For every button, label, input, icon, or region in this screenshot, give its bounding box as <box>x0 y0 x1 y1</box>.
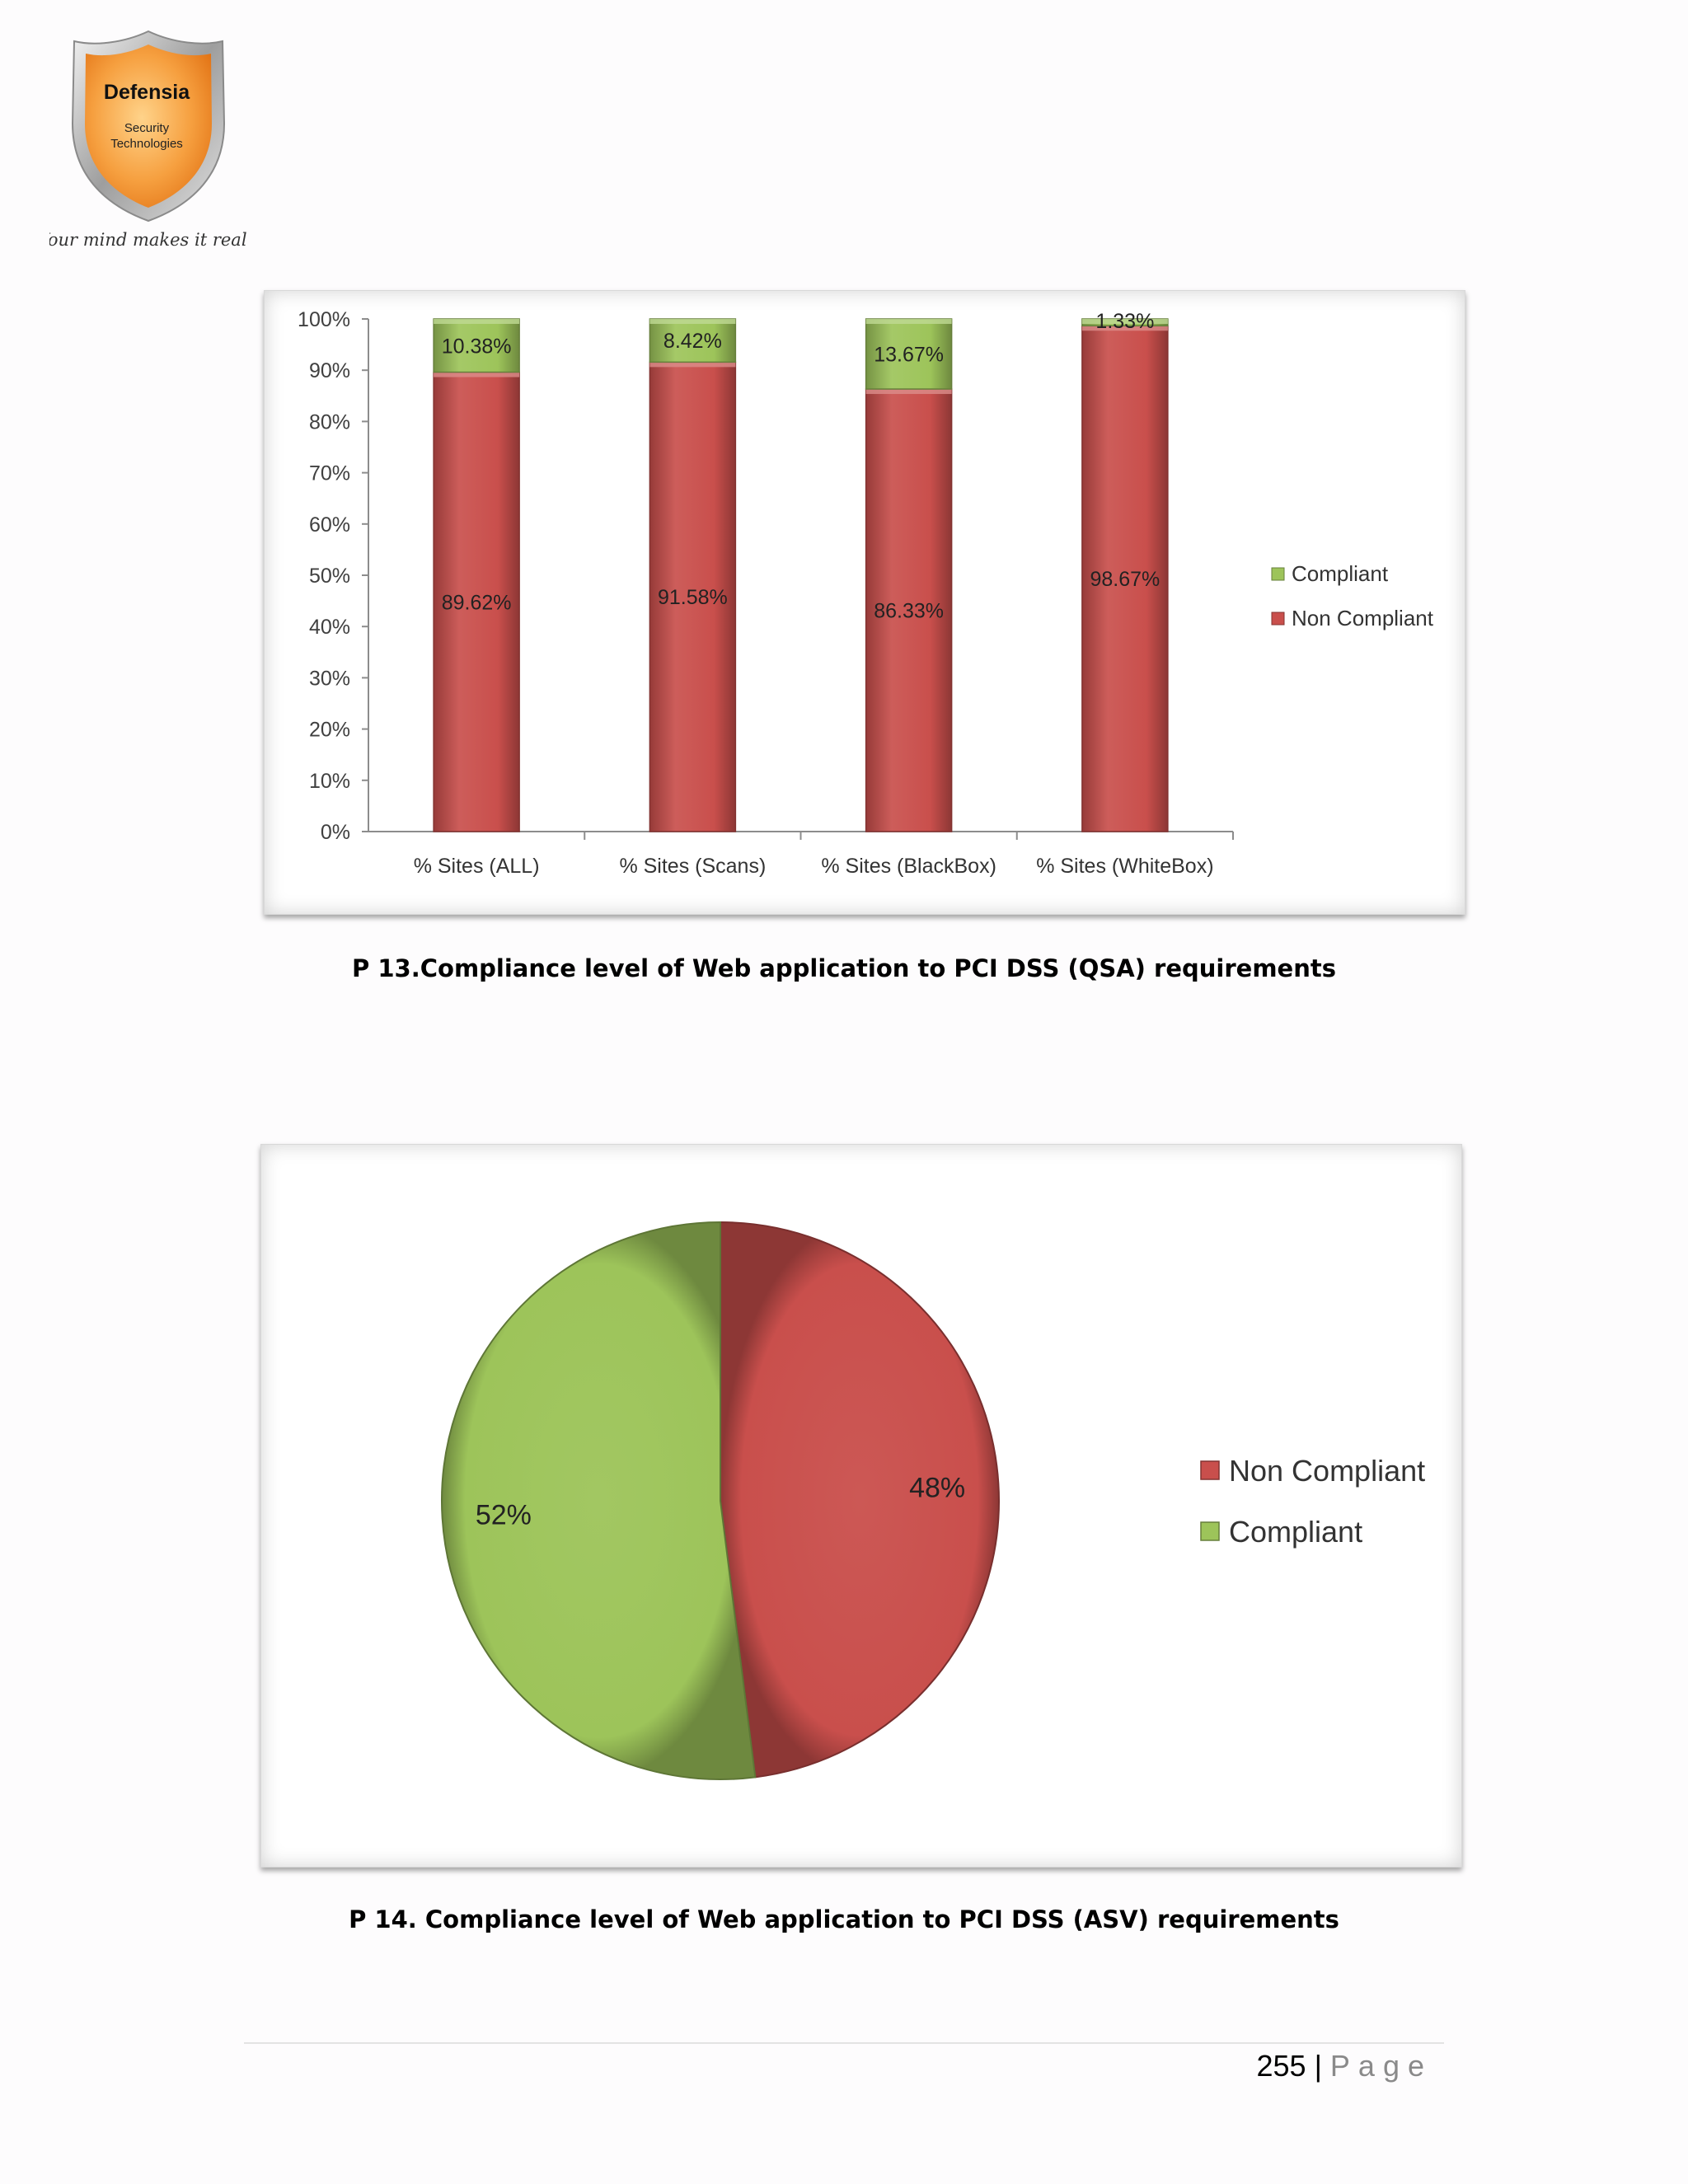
bar-segment-highlight <box>649 319 736 324</box>
bar-segment-highlight <box>434 319 520 324</box>
bar-segment-highlight <box>649 362 736 368</box>
y-tick-label: 20% <box>309 719 350 742</box>
data-label: 10.38% <box>442 335 512 358</box>
logo-name: Defensia <box>104 81 190 104</box>
bar-segment-highlight <box>1081 319 1168 324</box>
page-number: 255 <box>1256 2049 1306 2083</box>
pie-data-label: 48% <box>909 1472 965 1503</box>
data-label: 1.33% <box>1095 310 1154 333</box>
y-tick-label: 40% <box>309 616 350 639</box>
legend-swatch <box>1200 1521 1220 1541</box>
logo-subtitle-line1: Security <box>124 121 170 135</box>
data-label: 91.58% <box>658 586 728 609</box>
y-tick-label: 80% <box>309 410 350 434</box>
legend-label: Non Compliant <box>1229 1454 1425 1488</box>
x-tick-label: % Sites (Scans) <box>619 855 766 878</box>
bar-segment-highlight <box>1081 326 1168 331</box>
pie-chart: 48% 52% Non Compliant Compliant <box>260 1144 1462 1868</box>
pie-slice <box>720 1221 1000 1779</box>
bar-segment <box>649 361 737 832</box>
y-tick-label: 0% <box>321 821 350 844</box>
bar-segment-highlight <box>434 372 520 377</box>
bar-segment <box>865 388 953 832</box>
figure-caption-p13: P 13.Compliance level of Web application… <box>352 954 1336 982</box>
page-footer: 255 | Page <box>1256 2049 1432 2083</box>
stacked-bar-chart: 0% 10% 20% 30% 40% 50% 60% 70% 80% 90% 100% 89.62% 1… <box>264 290 1465 915</box>
legend-label: Compliant <box>1292 561 1389 586</box>
data-label: 86.33% <box>874 600 944 623</box>
bar-segment <box>1081 325 1169 832</box>
bar-segment-highlight <box>865 319 952 324</box>
data-label: 89.62% <box>442 591 512 614</box>
bar-segment <box>433 371 520 832</box>
legend-swatch <box>1271 567 1285 581</box>
pie-data-label: 52% <box>476 1500 532 1531</box>
page-word: Page <box>1329 2049 1432 2083</box>
footer-separator: | <box>1314 2049 1322 2083</box>
company-logo: Defensia Security Technologies Your mind… <box>49 25 247 255</box>
bar-segment-highlight <box>865 389 952 395</box>
y-tick-label: 100% <box>298 308 350 331</box>
data-label: 13.67% <box>874 344 944 367</box>
y-tick-label: 60% <box>309 513 350 537</box>
logo-subtitle-line2: Technologies <box>110 137 183 151</box>
y-tick-label: 10% <box>309 770 350 793</box>
y-tick-label: 30% <box>309 667 350 690</box>
data-label: 98.67% <box>1090 568 1160 591</box>
y-tick-label: 70% <box>309 462 350 485</box>
bar-segment <box>433 318 520 373</box>
legend-label: Non Compliant <box>1292 606 1434 630</box>
pie-chart-canvas: 48% 52% Non Compliant Compliant <box>441 1221 1425 1780</box>
bar-segment <box>865 318 953 390</box>
pie-slice <box>441 1221 757 1780</box>
bar-segment <box>649 318 737 363</box>
logo-tagline: Your mind makes it real. <box>49 230 247 250</box>
x-tick-label: % Sites (BlackBox) <box>821 855 996 878</box>
x-tick-label: % Sites (ALL) <box>414 855 540 878</box>
legend-swatch <box>1271 612 1285 626</box>
bar-chart-canvas: 0% 10% 20% 30% 40% 50% 60% 70% 80% 90% 100% 89.62% 1… <box>298 308 1434 878</box>
legend-label: Compliant <box>1229 1515 1362 1549</box>
footer-divider <box>244 2042 1444 2044</box>
legend-swatch <box>1200 1460 1220 1480</box>
y-tick-label: 50% <box>309 565 350 588</box>
data-label: 8.42% <box>663 330 722 353</box>
figure-caption-p14: P 14. Compliance level of Web applicatio… <box>349 1905 1339 1933</box>
x-tick-label: % Sites (WhiteBox) <box>1036 855 1213 878</box>
y-tick-label: 90% <box>309 359 350 382</box>
